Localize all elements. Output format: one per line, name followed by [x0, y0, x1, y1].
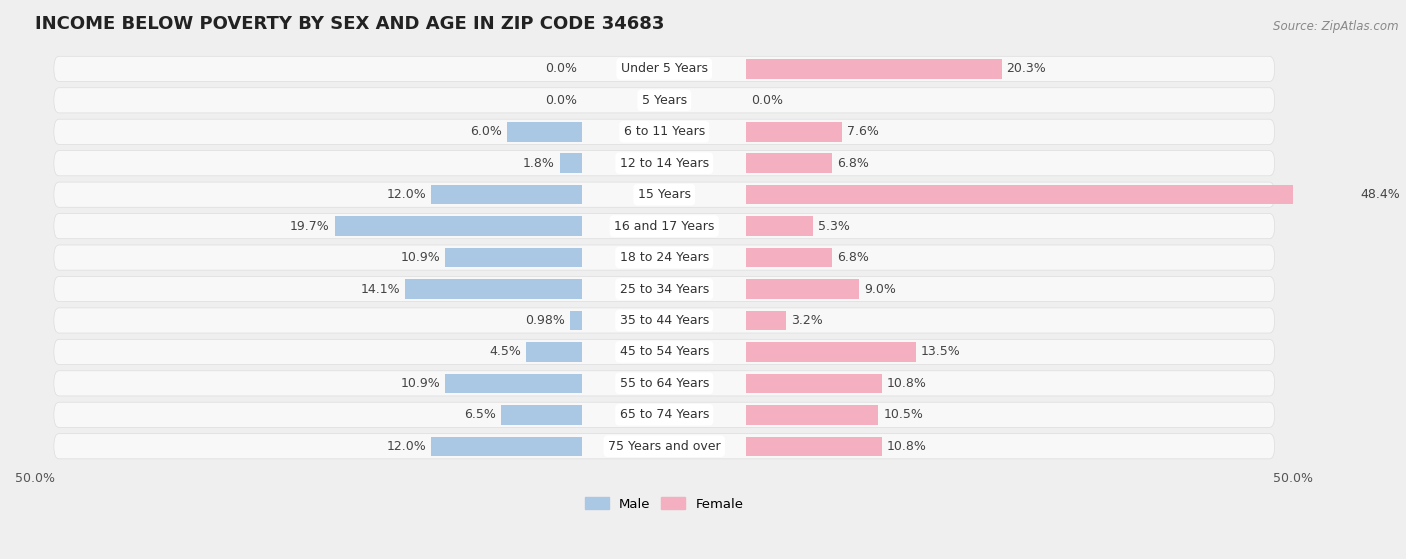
- FancyBboxPatch shape: [53, 339, 1275, 364]
- Text: Under 5 Years: Under 5 Years: [621, 63, 707, 75]
- Bar: [432, 185, 582, 205]
- Text: 10.9%: 10.9%: [401, 377, 440, 390]
- Bar: [747, 280, 859, 299]
- Text: 4.5%: 4.5%: [489, 345, 520, 358]
- Text: 12.0%: 12.0%: [387, 440, 426, 453]
- Text: 0.98%: 0.98%: [526, 314, 565, 327]
- Bar: [747, 248, 831, 267]
- Text: 5 Years: 5 Years: [641, 94, 686, 107]
- Text: 9.0%: 9.0%: [865, 282, 896, 296]
- Bar: [747, 437, 882, 456]
- Text: 6.8%: 6.8%: [837, 157, 869, 170]
- FancyBboxPatch shape: [53, 56, 1275, 82]
- Text: 45 to 54 Years: 45 to 54 Years: [620, 345, 709, 358]
- Bar: [747, 373, 882, 393]
- Text: 25 to 34 Years: 25 to 34 Years: [620, 282, 709, 296]
- Text: 18 to 24 Years: 18 to 24 Years: [620, 251, 709, 264]
- Bar: [747, 342, 915, 362]
- FancyBboxPatch shape: [53, 245, 1275, 270]
- Bar: [747, 122, 842, 141]
- Text: 55 to 64 Years: 55 to 64 Years: [620, 377, 709, 390]
- Text: 10.5%: 10.5%: [883, 408, 924, 421]
- Bar: [747, 216, 813, 236]
- Text: 0.0%: 0.0%: [546, 94, 578, 107]
- Text: 0.0%: 0.0%: [751, 94, 783, 107]
- FancyBboxPatch shape: [53, 150, 1275, 176]
- FancyBboxPatch shape: [53, 88, 1275, 113]
- Text: 12.0%: 12.0%: [387, 188, 426, 201]
- Text: 15 Years: 15 Years: [638, 188, 690, 201]
- Bar: [446, 373, 582, 393]
- Text: INCOME BELOW POVERTY BY SEX AND AGE IN ZIP CODE 34683: INCOME BELOW POVERTY BY SEX AND AGE IN Z…: [35, 15, 665, 33]
- Bar: [526, 342, 582, 362]
- FancyBboxPatch shape: [53, 434, 1275, 459]
- Text: 14.1%: 14.1%: [360, 282, 399, 296]
- FancyBboxPatch shape: [53, 182, 1275, 207]
- Text: 13.5%: 13.5%: [921, 345, 960, 358]
- Bar: [747, 185, 1355, 205]
- Text: 75 Years and over: 75 Years and over: [607, 440, 720, 453]
- Bar: [432, 437, 582, 456]
- FancyBboxPatch shape: [53, 371, 1275, 396]
- Text: 19.7%: 19.7%: [290, 220, 329, 233]
- Text: 6.8%: 6.8%: [837, 251, 869, 264]
- Text: 6.5%: 6.5%: [464, 408, 495, 421]
- Text: 20.3%: 20.3%: [1007, 63, 1046, 75]
- Bar: [335, 216, 582, 236]
- FancyBboxPatch shape: [53, 402, 1275, 428]
- FancyBboxPatch shape: [53, 214, 1275, 239]
- Text: Source: ZipAtlas.com: Source: ZipAtlas.com: [1274, 20, 1399, 32]
- Text: 16 and 17 Years: 16 and 17 Years: [614, 220, 714, 233]
- Text: 10.8%: 10.8%: [887, 377, 927, 390]
- Text: 35 to 44 Years: 35 to 44 Years: [620, 314, 709, 327]
- Text: 10.8%: 10.8%: [887, 440, 927, 453]
- Bar: [747, 405, 879, 424]
- Text: 48.4%: 48.4%: [1360, 188, 1400, 201]
- Bar: [501, 405, 582, 424]
- Bar: [508, 122, 582, 141]
- FancyBboxPatch shape: [53, 308, 1275, 333]
- Text: 6 to 11 Years: 6 to 11 Years: [624, 125, 704, 138]
- Bar: [747, 311, 786, 330]
- Text: 3.2%: 3.2%: [792, 314, 823, 327]
- Text: 10.9%: 10.9%: [401, 251, 440, 264]
- FancyBboxPatch shape: [53, 277, 1275, 302]
- Bar: [747, 59, 1001, 79]
- Text: 12 to 14 Years: 12 to 14 Years: [620, 157, 709, 170]
- Bar: [747, 154, 831, 173]
- Bar: [446, 248, 582, 267]
- Text: 65 to 74 Years: 65 to 74 Years: [620, 408, 709, 421]
- Text: 0.0%: 0.0%: [546, 63, 578, 75]
- Bar: [569, 311, 582, 330]
- Legend: Male, Female: Male, Female: [581, 493, 748, 514]
- Text: 7.6%: 7.6%: [846, 125, 879, 138]
- Text: 5.3%: 5.3%: [818, 220, 849, 233]
- Bar: [560, 154, 582, 173]
- Text: 6.0%: 6.0%: [470, 125, 502, 138]
- FancyBboxPatch shape: [53, 119, 1275, 144]
- Bar: [405, 280, 582, 299]
- Text: 1.8%: 1.8%: [523, 157, 555, 170]
